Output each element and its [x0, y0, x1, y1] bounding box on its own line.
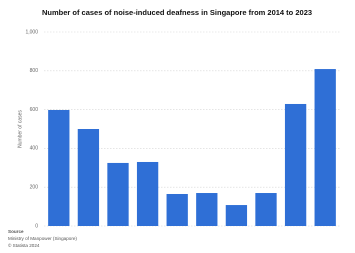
y-axis-label: Number of cases — [17, 110, 23, 148]
y-tick-label: 0 — [35, 223, 38, 229]
bar — [107, 162, 129, 226]
bar — [314, 69, 336, 226]
bar — [136, 161, 159, 226]
source-heading: Source — [8, 229, 24, 234]
bar — [166, 193, 188, 226]
source-text: Ministry of Manpower (Singapore) — [8, 236, 77, 241]
chart-title: Number of cases of noise-induced deafnes… — [42, 8, 312, 17]
bar — [48, 109, 70, 226]
bar — [255, 193, 277, 226]
bar — [225, 205, 248, 226]
bar — [77, 129, 100, 226]
y-tick-label: 200 — [30, 185, 39, 191]
copyright: © Statista 2024 — [8, 242, 40, 248]
y-tick-label: 400 — [30, 146, 39, 152]
bar — [284, 103, 307, 226]
bar — [196, 193, 218, 226]
y-tick-label: 600 — [30, 107, 39, 113]
y-tick-label: 800 — [30, 68, 39, 74]
y-tick-label: 1,000 — [25, 29, 38, 35]
